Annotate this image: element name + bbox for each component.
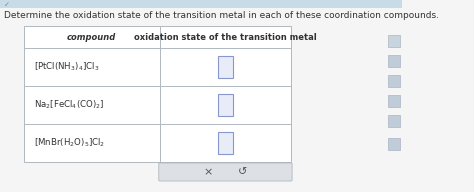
Bar bbox=[24, 26, 291, 162]
Bar bbox=[388, 138, 400, 150]
Text: Na$_2$[FeCl$_4$(CO)$_2$]: Na$_2$[FeCl$_4$(CO)$_2$] bbox=[34, 99, 104, 111]
FancyBboxPatch shape bbox=[159, 163, 292, 181]
Text: [PtCl(NH$_3$)$_4$]Cl$_3$: [PtCl(NH$_3$)$_4$]Cl$_3$ bbox=[34, 61, 99, 73]
Bar bbox=[388, 55, 400, 67]
Bar bbox=[0, 0, 402, 8]
Bar bbox=[218, 94, 233, 116]
Bar bbox=[388, 95, 400, 107]
Bar bbox=[388, 35, 400, 47]
Text: ↺: ↺ bbox=[238, 167, 247, 177]
Bar bbox=[218, 132, 233, 154]
Bar bbox=[388, 115, 400, 127]
Text: ×: × bbox=[204, 167, 213, 177]
Bar bbox=[218, 56, 233, 78]
Text: compound: compound bbox=[67, 32, 116, 41]
Bar bbox=[388, 75, 400, 87]
Text: ✓: ✓ bbox=[4, 2, 10, 8]
Text: Determine the oxidation state of the transition metal in each of these coordinat: Determine the oxidation state of the tra… bbox=[4, 12, 439, 21]
Text: oxidation state of the transition metal: oxidation state of the transition metal bbox=[134, 32, 317, 41]
Text: [MnBr(H$_2$O)$_5$]Cl$_2$: [MnBr(H$_2$O)$_5$]Cl$_2$ bbox=[34, 137, 105, 149]
